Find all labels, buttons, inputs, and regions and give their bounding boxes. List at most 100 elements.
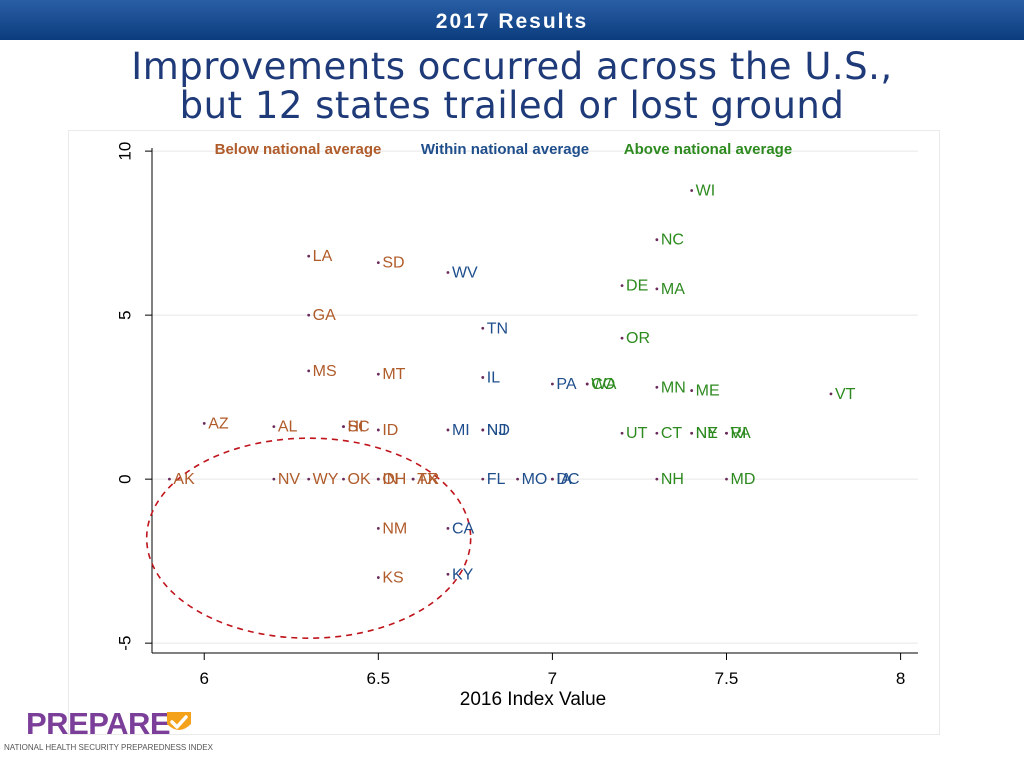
y-tick-label: -5 (115, 636, 134, 651)
point-label: TX (417, 471, 438, 488)
point-label: ND (487, 422, 510, 439)
legend-within: Within national average (421, 141, 589, 158)
point-marker (655, 385, 659, 389)
point-label: SD (382, 255, 404, 272)
data-point-ok: OK (342, 471, 371, 488)
point-marker (690, 389, 694, 392)
data-point-ky: KY (446, 566, 474, 583)
point-label: CA (452, 520, 475, 537)
data-point-nm: NM (376, 520, 407, 537)
point-marker (446, 428, 450, 432)
point-label: GA (313, 307, 336, 324)
point-marker (342, 425, 345, 429)
point-label: NY (696, 425, 719, 442)
point-label: WA (591, 376, 617, 393)
data-point-pa: PA (551, 376, 577, 393)
data-point-ma: MA (655, 281, 685, 298)
x-tick-label: 7 (548, 669, 557, 688)
point-label: UT (626, 425, 648, 442)
point-marker (376, 428, 380, 432)
point-marker (655, 238, 659, 242)
data-point-or: OR (620, 330, 650, 347)
data-point-al: AL (272, 419, 298, 436)
point-label: SC (348, 419, 370, 436)
point-marker (307, 369, 311, 373)
point-label: NH (661, 471, 684, 488)
point-marker (202, 421, 206, 425)
point-marker (655, 477, 659, 481)
data-point-md: MD (725, 471, 755, 488)
plot-frame (68, 130, 940, 735)
data-point-mt: MT (376, 366, 406, 383)
point-marker (551, 382, 554, 386)
point-marker (376, 526, 380, 530)
point-label: HI (348, 419, 364, 436)
data-point-mn: MN (655, 379, 686, 396)
point-marker (376, 372, 380, 376)
data-point-ut: UT (620, 425, 648, 442)
x-tick-label: 6 (199, 669, 208, 688)
data-point-sd: SD (376, 255, 405, 272)
point-label: NJ (487, 422, 507, 439)
point-label: MO (522, 471, 548, 488)
data-point-tx: TX (411, 471, 438, 488)
point-label: MN (661, 379, 686, 396)
data-point-wa: WA (585, 376, 617, 393)
point-label: IL (487, 369, 500, 386)
point-marker (307, 477, 311, 481)
data-point-hi: HI (342, 419, 364, 436)
y-tick-label: 0 (115, 474, 134, 483)
point-label: AZ (208, 415, 229, 432)
data-point-tn: TN (481, 320, 508, 337)
point-marker (481, 428, 485, 432)
data-point-ny: NY (690, 425, 718, 442)
y-tick-label: 10 (115, 142, 134, 161)
data-point-ak: AK (168, 471, 195, 488)
point-label: VT (835, 386, 856, 403)
point-marker (620, 284, 624, 288)
annotation-circle (145, 437, 472, 639)
data-point-ks: KS (376, 570, 404, 587)
point-marker (168, 477, 171, 481)
x-axis-label: 2016 Index Value (460, 689, 607, 710)
x-tick-label: 6.5 (366, 669, 390, 688)
point-label: AR (417, 471, 439, 488)
data-point-ct: CT (655, 425, 682, 442)
point-label: MT (382, 366, 405, 383)
point-label: IN (382, 471, 398, 488)
point-marker (655, 431, 659, 435)
check-shield-icon (167, 712, 191, 730)
point-label: NE (696, 425, 718, 442)
point-marker (446, 271, 450, 274)
point-label: FL (487, 471, 506, 488)
point-marker (829, 392, 833, 396)
point-marker (342, 477, 345, 481)
point-label: KY (452, 566, 474, 583)
point-label: CT (661, 425, 683, 442)
header-label: 2017 Results (435, 10, 589, 33)
point-label: ME (696, 383, 720, 400)
point-marker (690, 189, 694, 192)
point-marker (272, 425, 276, 429)
header-bar: 2017 Results (0, 0, 1024, 40)
point-label: WV (452, 264, 478, 281)
logo-wordmark: PREPARE (26, 706, 171, 741)
point-label: KS (382, 570, 403, 587)
data-point-wi: WI (690, 182, 715, 199)
x-tick-label: 8 (896, 669, 905, 688)
legend-above: Above national average (624, 141, 792, 158)
logo-tagline: NATIONAL HEALTH SECURITY PREPAREDNESS IN… (4, 743, 213, 752)
data-point-wv: WV (446, 264, 478, 281)
point-label: AL (278, 419, 298, 436)
point-label: NV (278, 471, 301, 488)
data-point-oh: OH (376, 471, 406, 488)
point-marker (446, 572, 450, 576)
data-point-id: ID (376, 422, 398, 439)
point-label: PA (556, 376, 576, 393)
data-point-me: ME (690, 383, 720, 400)
data-point-de: DE (620, 278, 648, 295)
point-marker (446, 526, 450, 530)
point-marker (481, 477, 485, 481)
point-label: MS (313, 363, 337, 380)
